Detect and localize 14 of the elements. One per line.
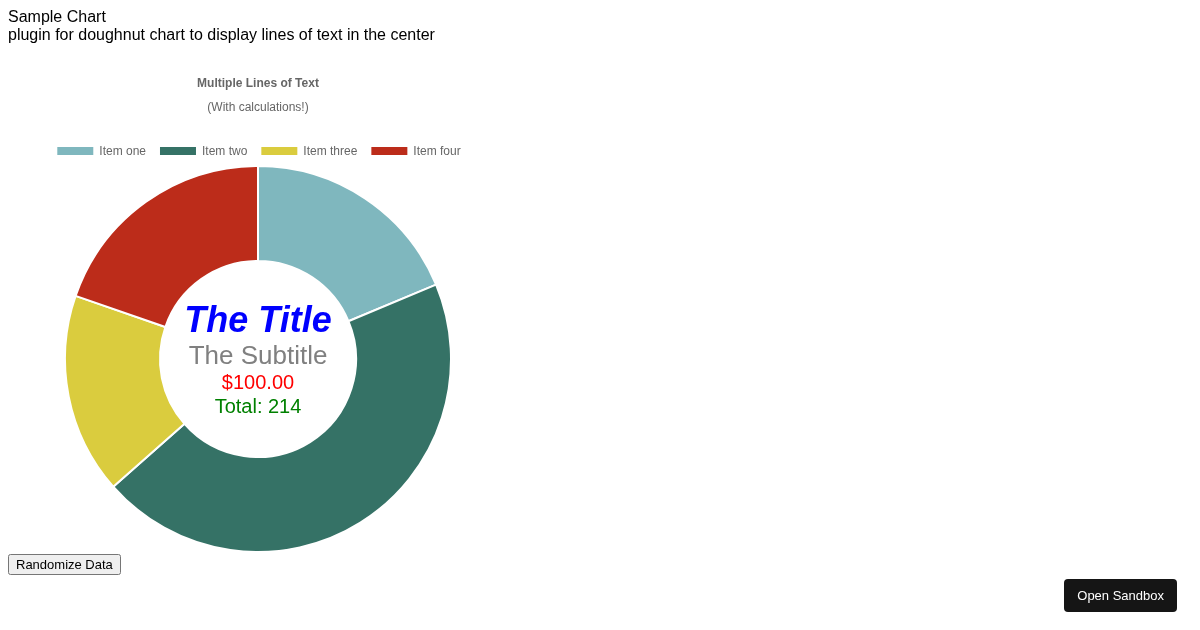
chart-subtitle: (With calculations!) xyxy=(207,100,309,114)
text: Total: 214 xyxy=(214,395,302,417)
text: plugin for doughnut chart to display lines of text in the center xyxy=(8,26,436,44)
text: Randomize Data xyxy=(8,554,121,575)
text: The Title xyxy=(184,298,332,340)
legend-label: Item three xyxy=(303,144,358,158)
legend-label: Item four xyxy=(413,144,461,158)
text: Sample Chart xyxy=(8,8,107,26)
chart-title: Multiple Lines of Text xyxy=(197,76,319,90)
text: $100.00 xyxy=(221,371,295,393)
legend-label: Item two xyxy=(201,144,248,158)
legend-label: Item one xyxy=(99,144,147,158)
text: Open Sandbox xyxy=(1064,579,1177,612)
text: The Subtitle xyxy=(188,340,328,370)
